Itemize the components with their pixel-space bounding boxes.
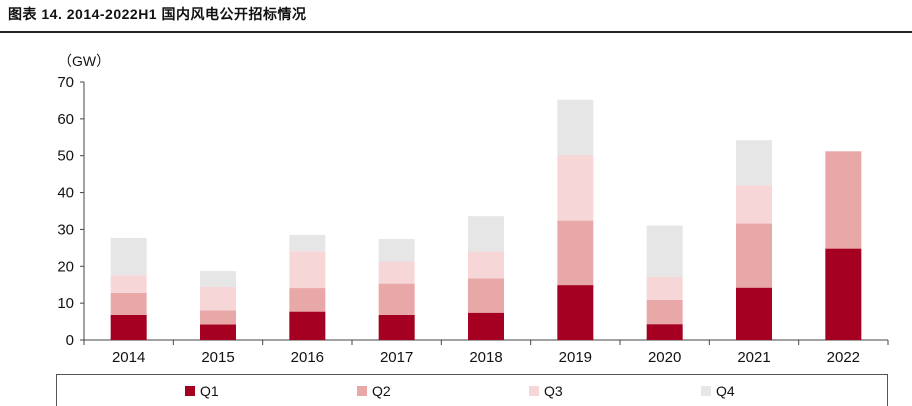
- bar-segment-q1-2018: [468, 312, 504, 340]
- stacked-bar-chart: （GW） 0 10 20 30 40 50 60 70 2014 2015 2016 2017 2018 2…: [57, 53, 889, 366]
- bar-segment-q3-2015: [200, 286, 236, 311]
- x-tick-label: 2017: [380, 349, 413, 366]
- legend-swatch: [529, 386, 539, 396]
- x-tick-label: 2021: [737, 349, 770, 366]
- bar-segment-q2-2015: [200, 310, 236, 325]
- bar-segment-q2-2022: [825, 151, 862, 249]
- bar-segment-q4-2015: [200, 271, 236, 287]
- legend-label: Q4: [716, 383, 735, 399]
- bar-segment-q2-2021: [736, 223, 772, 288]
- bar-segment-q3-2016: [289, 251, 326, 289]
- legend-item-q1: Q1: [185, 383, 219, 399]
- bar-segment-q3-2014: [110, 275, 147, 293]
- bar-segment-q2-2020: [646, 299, 683, 325]
- bar-segment-q1-2017: [378, 314, 415, 340]
- x-tick-label: 2016: [291, 349, 324, 366]
- bar-segment-q1-2016: [289, 311, 326, 340]
- x-tick-label: 2014: [112, 349, 145, 366]
- bar-segment-q4-2014: [110, 237, 147, 276]
- y-tick-label: 30: [57, 221, 74, 238]
- legend-label: Q3: [544, 383, 563, 399]
- y-tick-label: 70: [57, 74, 74, 91]
- bar-segment-q1-2015: [200, 324, 236, 340]
- bar-segment-q3-2020: [646, 276, 683, 300]
- legend-label: Q1: [200, 383, 219, 399]
- bar-segment-q3-2021: [736, 185, 772, 224]
- bar-segment-q2-2018: [468, 278, 504, 313]
- bar-segment-q1-2020: [646, 324, 683, 340]
- bar-segment-q4-2021: [736, 140, 772, 186]
- bar-segment-q3-2018: [468, 251, 504, 279]
- bar-segment-q3-2017: [378, 261, 415, 284]
- bar-segment-q2-2019: [557, 220, 594, 286]
- y-axis-unit-label: （GW）: [58, 53, 110, 69]
- bar-segment-q4-2016: [289, 234, 326, 252]
- x-tick-label: 2020: [648, 349, 681, 366]
- bar-segment-q1-2021: [736, 287, 772, 340]
- chart-labels: （GW） 0 10 20 30 40 50 60 70 2014 2015 2016 2017 2018 2…: [57, 53, 860, 366]
- legend-item-q3: Q3: [529, 383, 563, 399]
- y-tick-label: 60: [57, 111, 74, 128]
- bar-segment-q4-2019: [557, 99, 594, 155]
- legend: Q1 Q2 Q3 Q4: [56, 374, 888, 406]
- bar-segment-q4-2018: [468, 216, 504, 252]
- y-tick-label: 20: [57, 258, 74, 275]
- legend-label: Q2: [372, 383, 391, 399]
- bar-segment-q1-2014: [110, 314, 147, 340]
- bar-segment-q4-2020: [646, 225, 683, 277]
- x-tick-label: 2019: [559, 349, 592, 366]
- bar-segment-q1-2019: [557, 285, 594, 340]
- x-tick-label: 2022: [827, 349, 860, 366]
- legend-swatch: [701, 386, 711, 396]
- chart-bars: [110, 99, 862, 340]
- x-tick-label: 2015: [201, 349, 234, 366]
- y-tick-label: 50: [57, 148, 74, 165]
- y-tick-label: 40: [57, 185, 74, 202]
- bar-segment-q2-2017: [378, 283, 415, 315]
- bar-segment-q2-2014: [110, 292, 147, 315]
- y-tick-label: 0: [66, 332, 74, 349]
- chart-title: 图表 14. 2014-2022H1 国内风电公开招标情况: [8, 6, 307, 22]
- bar-segment-q4-2017: [378, 239, 415, 262]
- legend-item-q4: Q4: [701, 383, 735, 399]
- legend-item-q2: Q2: [357, 383, 391, 399]
- legend-swatch: [185, 386, 195, 396]
- y-tick-label: 10: [57, 295, 74, 312]
- x-tick-label: 2018: [469, 349, 502, 366]
- bar-segment-q3-2019: [557, 154, 594, 221]
- bar-segment-q2-2016: [289, 288, 326, 312]
- legend-swatch: [357, 386, 367, 396]
- title-divider: [0, 31, 912, 33]
- bar-segment-q1-2022: [825, 248, 862, 340]
